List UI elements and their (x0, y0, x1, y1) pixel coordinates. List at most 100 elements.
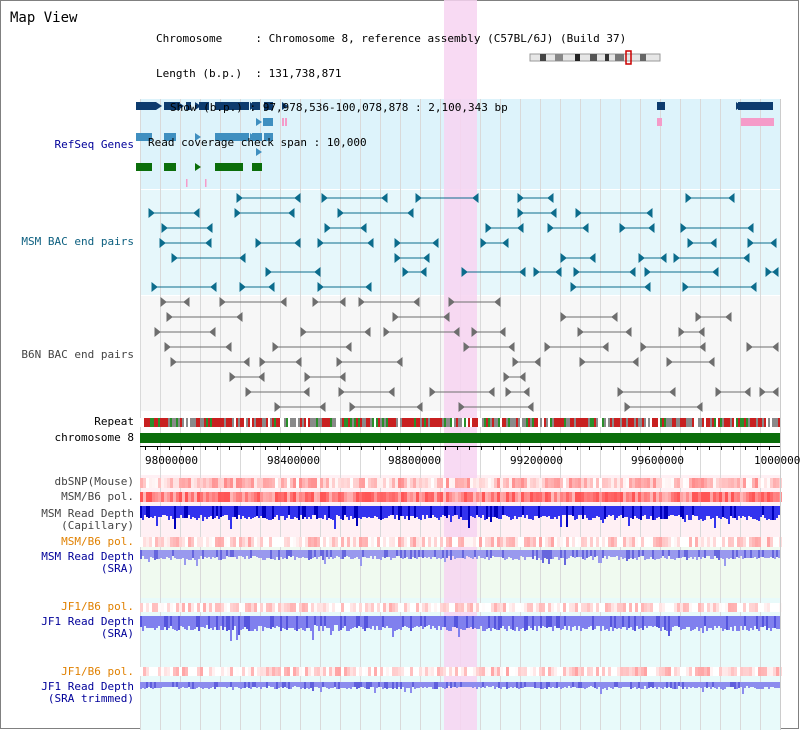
repeat-block (482, 418, 484, 427)
depth-bar (328, 550, 330, 559)
depth-bar (172, 616, 174, 629)
depth-bar (422, 682, 424, 688)
heat-cell (545, 667, 548, 676)
depth-bar (350, 550, 352, 559)
heat-cell (608, 667, 611, 676)
heat-cell (338, 478, 341, 488)
heat-cell (575, 492, 578, 502)
depth-bar (304, 682, 306, 689)
heat-cell (764, 492, 767, 502)
depth-bar (434, 506, 436, 517)
heat-cell (623, 492, 626, 502)
heat-cell (395, 478, 398, 488)
depth-bar (192, 506, 194, 517)
depth-bar (430, 506, 432, 518)
depth-bar (356, 550, 358, 557)
depth-bar (380, 616, 382, 630)
depth-bar (368, 550, 370, 558)
repeat-block (392, 418, 394, 427)
depth-bar (250, 550, 252, 558)
bac-end-marker (575, 207, 582, 219)
bac-end-marker (678, 326, 685, 338)
bac-end-marker (294, 237, 301, 249)
heat-cell (638, 603, 641, 612)
depth-bar (194, 550, 196, 560)
depth-bar (524, 682, 526, 687)
repeat-block (774, 418, 776, 427)
axis-tick-label: 99200000 (510, 454, 563, 467)
heat-cell (443, 537, 446, 547)
heat-cell (440, 492, 443, 502)
heat-cell (341, 603, 344, 612)
depth-bar (512, 550, 514, 560)
heat-cell (233, 667, 236, 676)
depth-bar (662, 550, 664, 556)
depth-bar (466, 506, 468, 520)
heat-cell (569, 603, 572, 612)
heat-cell (773, 603, 776, 612)
heat-cell (566, 478, 569, 488)
heat-cell (626, 492, 629, 502)
depth-bar (768, 682, 770, 689)
depth-bar (714, 506, 716, 528)
depth-bar (262, 506, 264, 518)
bac-end-marker (394, 237, 401, 249)
bac-end-marker (632, 356, 639, 368)
depth-bar (748, 616, 750, 631)
repeat-block (222, 418, 224, 427)
depth-bar (676, 506, 678, 516)
heat-cell (716, 537, 719, 547)
repeat-block (472, 418, 474, 427)
repeat-block (562, 418, 564, 427)
depth-bar (758, 506, 760, 521)
depth-bar (188, 682, 190, 687)
heat-cell (371, 667, 374, 676)
depth-bar (618, 682, 620, 688)
heat-cell (512, 478, 515, 488)
span-value: 10,000 (326, 135, 367, 149)
depth-bar (404, 506, 406, 519)
bac-end-marker (396, 356, 403, 368)
depth-bar (370, 506, 372, 518)
depth-bar (254, 616, 256, 629)
depth-bar (416, 616, 418, 626)
heat-cell (314, 478, 317, 488)
heat-cell (737, 492, 740, 502)
repeat-block (412, 418, 414, 427)
depth-bar (600, 616, 602, 631)
depth-bar (172, 550, 174, 556)
depth-bar (364, 550, 366, 557)
repeat-block (558, 418, 560, 427)
repeat-block (708, 418, 710, 427)
heat-cell (392, 492, 395, 502)
heat-cell (215, 603, 218, 612)
heat-cell (452, 603, 455, 612)
heat-cell (383, 478, 386, 488)
heat-cell (224, 478, 227, 488)
heat-cell (617, 537, 620, 547)
depth-bar (588, 682, 590, 687)
depth-bar (190, 616, 192, 630)
heat-cell (587, 537, 590, 547)
depth-bar (346, 506, 348, 517)
depth-bar (192, 550, 194, 558)
depth-bar (332, 616, 334, 631)
gene-arrow (195, 102, 201, 110)
bac-end-marker (544, 341, 551, 353)
repeat-block (310, 418, 312, 427)
depth-bar (420, 506, 422, 520)
heat-cell (188, 667, 191, 676)
repeat-block (448, 418, 450, 427)
depth-bar (634, 682, 636, 687)
heat-cell (713, 603, 716, 612)
depth-bar (586, 682, 588, 688)
repeat-block (672, 418, 674, 427)
heat-cell (230, 667, 233, 676)
heat-cell (272, 478, 275, 488)
heat-cell (200, 537, 203, 547)
depth-bar (282, 506, 284, 516)
depth-bar (278, 682, 280, 688)
bac-end-marker (265, 266, 272, 278)
heat-cell (173, 537, 176, 547)
